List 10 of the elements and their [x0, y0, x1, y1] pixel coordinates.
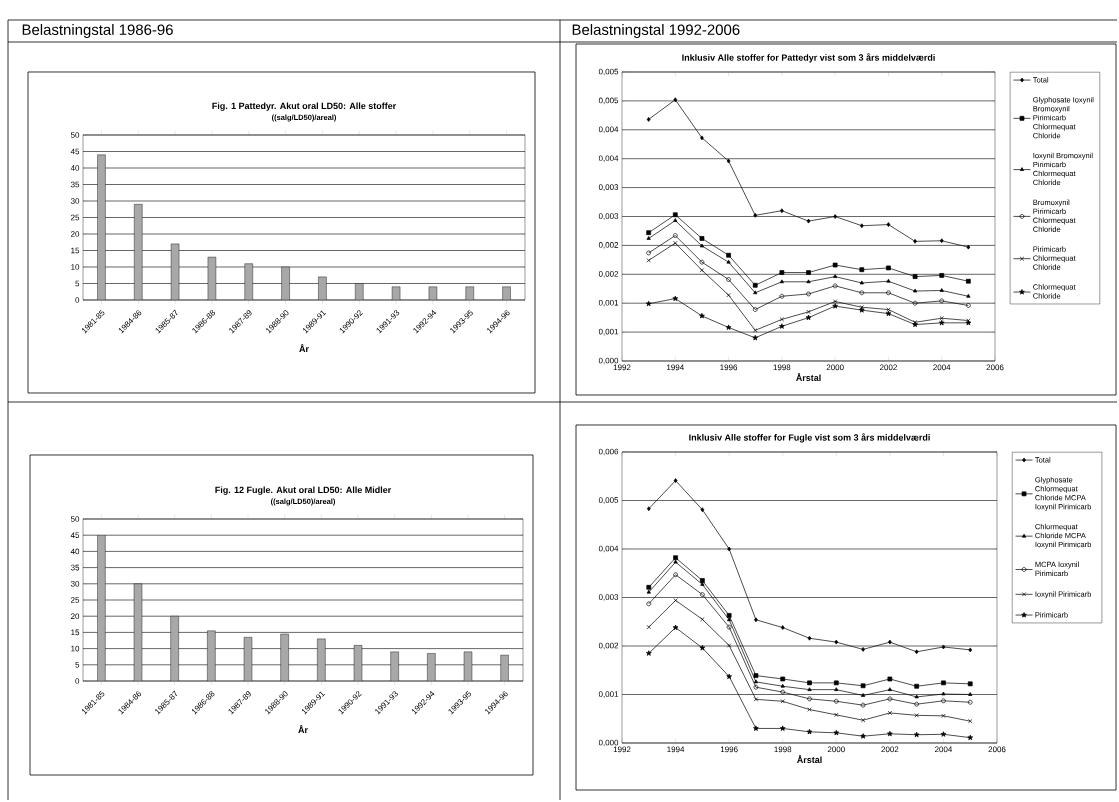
- text: Belastningstal 1992-2006: [572, 24, 740, 38]
- chart-title: Inklusiv Alle stoffer for Pattedyr vist som 3 års middelværdi: [682, 53, 935, 63]
- x-axis-title: År: [299, 344, 309, 353]
- chart-title: Fig. 1 Pattedyr. Akut oral LD50: Alle stoffer: [212, 102, 397, 111]
- x-axis-title: Årstal: [797, 755, 822, 763]
- x-axis-title: Årstal: [796, 373, 821, 381]
- x-axis-title: År: [298, 725, 308, 734]
- text: Belastningstal 1986-96: [22, 24, 173, 38]
- chart-title: Fig. 12 Fugle. Akut oral LD50: Alle Midler: [215, 486, 392, 495]
- chart-title: Inklusiv Alle stoffer for Fugle vist som 3 års middelværdi: [689, 433, 930, 443]
